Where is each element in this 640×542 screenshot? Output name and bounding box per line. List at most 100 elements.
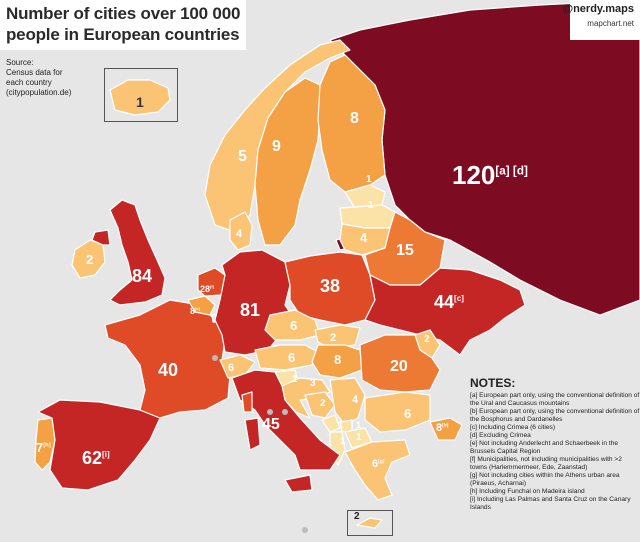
small-state-dot (282, 409, 288, 415)
region-italy (231, 369, 341, 471)
label-serbia: 4 (352, 394, 359, 406)
label-uk: 84 (132, 266, 153, 286)
region-sweden (254, 77, 321, 246)
cyprus-inset-frame (347, 510, 393, 536)
note-h: [h] Including Funchal on Madeira island (470, 488, 585, 495)
region-greece (344, 439, 411, 501)
region-bulgaria (364, 391, 431, 433)
label-finland: 8 (350, 110, 359, 127)
label-russia: 120[a] [d] (452, 160, 528, 190)
small-state-dot (212, 355, 218, 361)
label-denmark: 4 (236, 228, 243, 240)
label-czech: 6 (290, 318, 298, 333)
note-e: [e] Not including Anderlecht and Schaerb… (470, 440, 619, 455)
brand-handle: @nerdy.maps (562, 3, 634, 15)
map-title: Number of cities over 100 000 people in … (6, 3, 240, 45)
region-turkey (429, 417, 463, 441)
region-austria (254, 344, 319, 371)
source-line: Census data for (6, 68, 63, 77)
iceland-inset-frame (104, 68, 178, 122)
note-g: [g] Not including cities within the Athe… (470, 472, 620, 487)
label-hungary: 8 (334, 352, 342, 367)
label-lithuania: 4 (360, 230, 368, 245)
region-northern-ireland (91, 229, 111, 246)
region-cyprus (356, 517, 383, 529)
label-norway: 5 (238, 148, 247, 165)
region-serbia (329, 377, 366, 426)
region-switzerland (219, 354, 256, 379)
label-iceland: 1 (136, 94, 144, 110)
region-slovakia (314, 324, 361, 349)
label-netherlands: 28[f] (200, 284, 215, 294)
region-czech (264, 309, 321, 341)
small-state-dot (267, 409, 273, 415)
brand-panel: @nerdy.maps mapchart.net (562, 0, 640, 40)
label-greece: 6[g] (372, 458, 385, 470)
label-montenegro: 1 (338, 420, 344, 430)
label-macedonia: 1 (356, 432, 362, 443)
source-label: Source: (6, 58, 34, 67)
region-bosnia (304, 391, 336, 419)
note-b: [b] European part only, using the conven… (470, 408, 640, 423)
label-albania: 1 (340, 436, 346, 446)
label-belgium: 8[e] (190, 306, 200, 316)
label-moldova: 2 (424, 334, 430, 345)
label-poland: 38 (320, 276, 341, 296)
label-italy: 45 (262, 416, 280, 433)
label-estonia: 1 (366, 174, 372, 185)
note-i: [i] Including Las Palmas and Santa Cruz … (470, 496, 631, 511)
notes-panel: NOTES: [a] European part only, using the… (470, 376, 640, 512)
label-bosnia: 2 (320, 398, 326, 409)
region-finland (317, 54, 386, 193)
note-d: [d] Excluding Crimea (470, 432, 531, 439)
label-croatia: 3 (310, 378, 316, 389)
label-kosovo: 1 (356, 420, 362, 430)
region-spain (37, 399, 161, 491)
label-sweden: 9 (272, 138, 281, 155)
note-c: [c] Including Crimea (6 cities) (470, 424, 556, 431)
region-hungary (311, 344, 363, 379)
note-f: [f] Municipalities, not including munici… (470, 456, 622, 471)
region-iceland (109, 79, 171, 116)
notes-title: NOTES: (470, 376, 516, 390)
region-estonia (344, 184, 386, 209)
title-line-1: Number of cities over 100 000 (6, 4, 241, 23)
region-sardinia (244, 417, 261, 451)
label-bulgaria: 6 (404, 406, 412, 421)
region-ireland (71, 239, 106, 279)
region-belgium (187, 295, 216, 316)
label-france: 40 (158, 360, 179, 380)
source-block: Source: Census data for each country (ci… (6, 58, 96, 98)
label-slovenia: 1 (292, 374, 298, 385)
label-ukraine: 44[c] (434, 292, 464, 312)
region-romania (359, 334, 441, 393)
note-a: [a] European part only, using the conven… (470, 392, 640, 407)
label-belarus: 15 (396, 242, 414, 259)
label-cyprus: 2 (354, 511, 360, 522)
brand-site: mapchart.net (587, 19, 634, 28)
label-ireland: 2 (86, 252, 94, 267)
region-france (104, 299, 231, 419)
label-austria: 6 (288, 350, 296, 365)
small-state-dot (302, 527, 308, 533)
label-spain: 62[i] (82, 448, 110, 468)
region-great-britain (109, 199, 166, 306)
label-portugal: 7[h] (36, 440, 51, 455)
label-slovakia: 2 (330, 332, 337, 344)
label-romania: 20 (390, 358, 408, 375)
region-denmark (229, 211, 253, 251)
label-germany: 81 (240, 300, 261, 320)
label-latvia: 1 (368, 200, 374, 211)
label-switzerland: 6 (228, 362, 235, 374)
label-turkey: 8[b] (436, 422, 449, 434)
title-panel: Number of cities over 100 000 people in … (0, 0, 246, 50)
region-ukraine (364, 267, 526, 356)
source-line: (citypopulation.de) (6, 88, 72, 97)
region-montenegro (321, 414, 341, 433)
region-sicily (284, 474, 313, 493)
region-corsica (241, 391, 253, 413)
title-line-2: people in European countries (6, 25, 240, 44)
source-line: each country (6, 78, 52, 87)
